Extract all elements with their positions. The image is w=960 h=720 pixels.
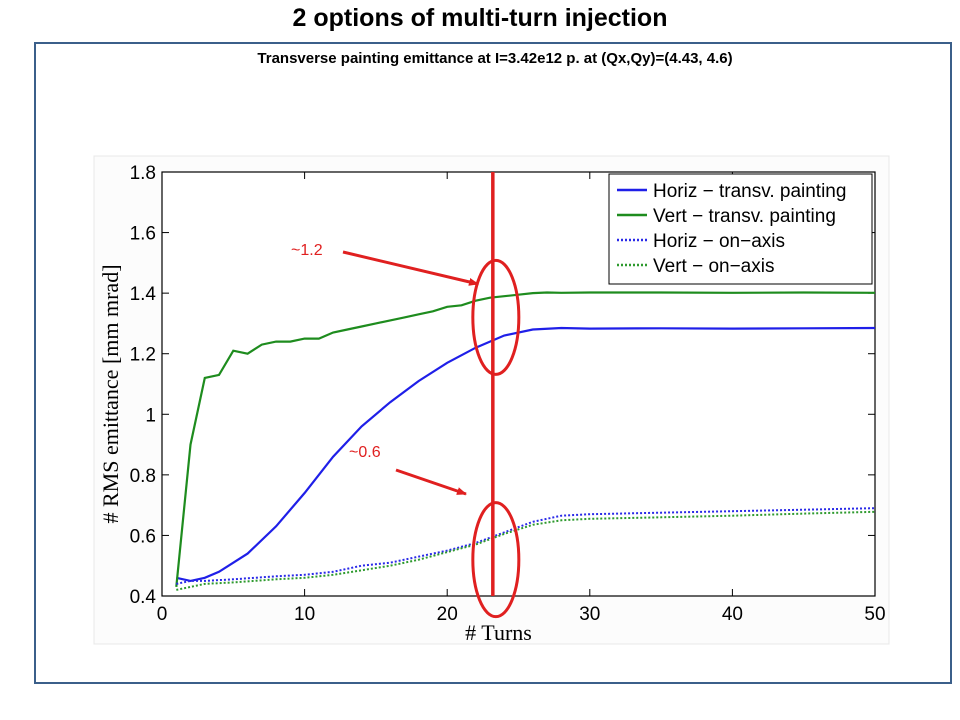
legend-box — [608, 173, 873, 285]
series-line-1 — [176, 326, 876, 583]
x-tick-label: 30 — [579, 604, 600, 625]
x-tick-label: 20 — [437, 604, 458, 625]
y-tick-label: 1.6 — [130, 224, 156, 245]
slide-title: 2 options of multi-turn injection — [292, 4, 668, 32]
legend-label-2: Vert − transv. painting — [653, 206, 836, 227]
highlight-ellipse-upper — [471, 258, 521, 376]
legend-label-1: Horiz − transv. painting — [653, 181, 846, 202]
y-tick-label: 0.4 — [130, 587, 157, 608]
y-tick-label: 1.8 — [130, 163, 156, 184]
y-tick-label: 1.2 — [130, 345, 156, 366]
legend-label-3: Horiz − on−axis — [653, 231, 785, 252]
x-tick-label: 50 — [864, 604, 885, 625]
x-tick-label: 0 — [157, 604, 168, 625]
slide-frame — [34, 42, 952, 684]
y-tick-label: 1.4 — [130, 284, 157, 305]
annotation-arrow-2 — [395, 468, 467, 496]
y-tick-label: 1 — [145, 405, 156, 426]
highlight-ellipse-lower — [471, 501, 521, 619]
y-axis-label: # RMS emittance [mm mrad] — [98, 264, 123, 523]
chart-subtitle: Transverse painting emittance at I=3.42e… — [257, 50, 733, 67]
x-tick-label: 40 — [722, 604, 743, 625]
series-line-4 — [176, 510, 876, 591]
annotation-label-2: ~0.6 — [349, 444, 381, 461]
y-tick-label: 0.6 — [130, 526, 156, 547]
annotation-label-1: ~1.2 — [291, 242, 323, 259]
x-tick-label: 10 — [294, 604, 315, 625]
x-axis-label: # Turns — [465, 620, 532, 645]
y-tick-label: 0.8 — [130, 466, 156, 487]
series-line-2 — [175, 291, 876, 588]
legend-label-4: Vert − on−axis — [653, 256, 774, 277]
series-line-3 — [176, 507, 876, 585]
annotation-arrow-1 — [342, 250, 479, 286]
